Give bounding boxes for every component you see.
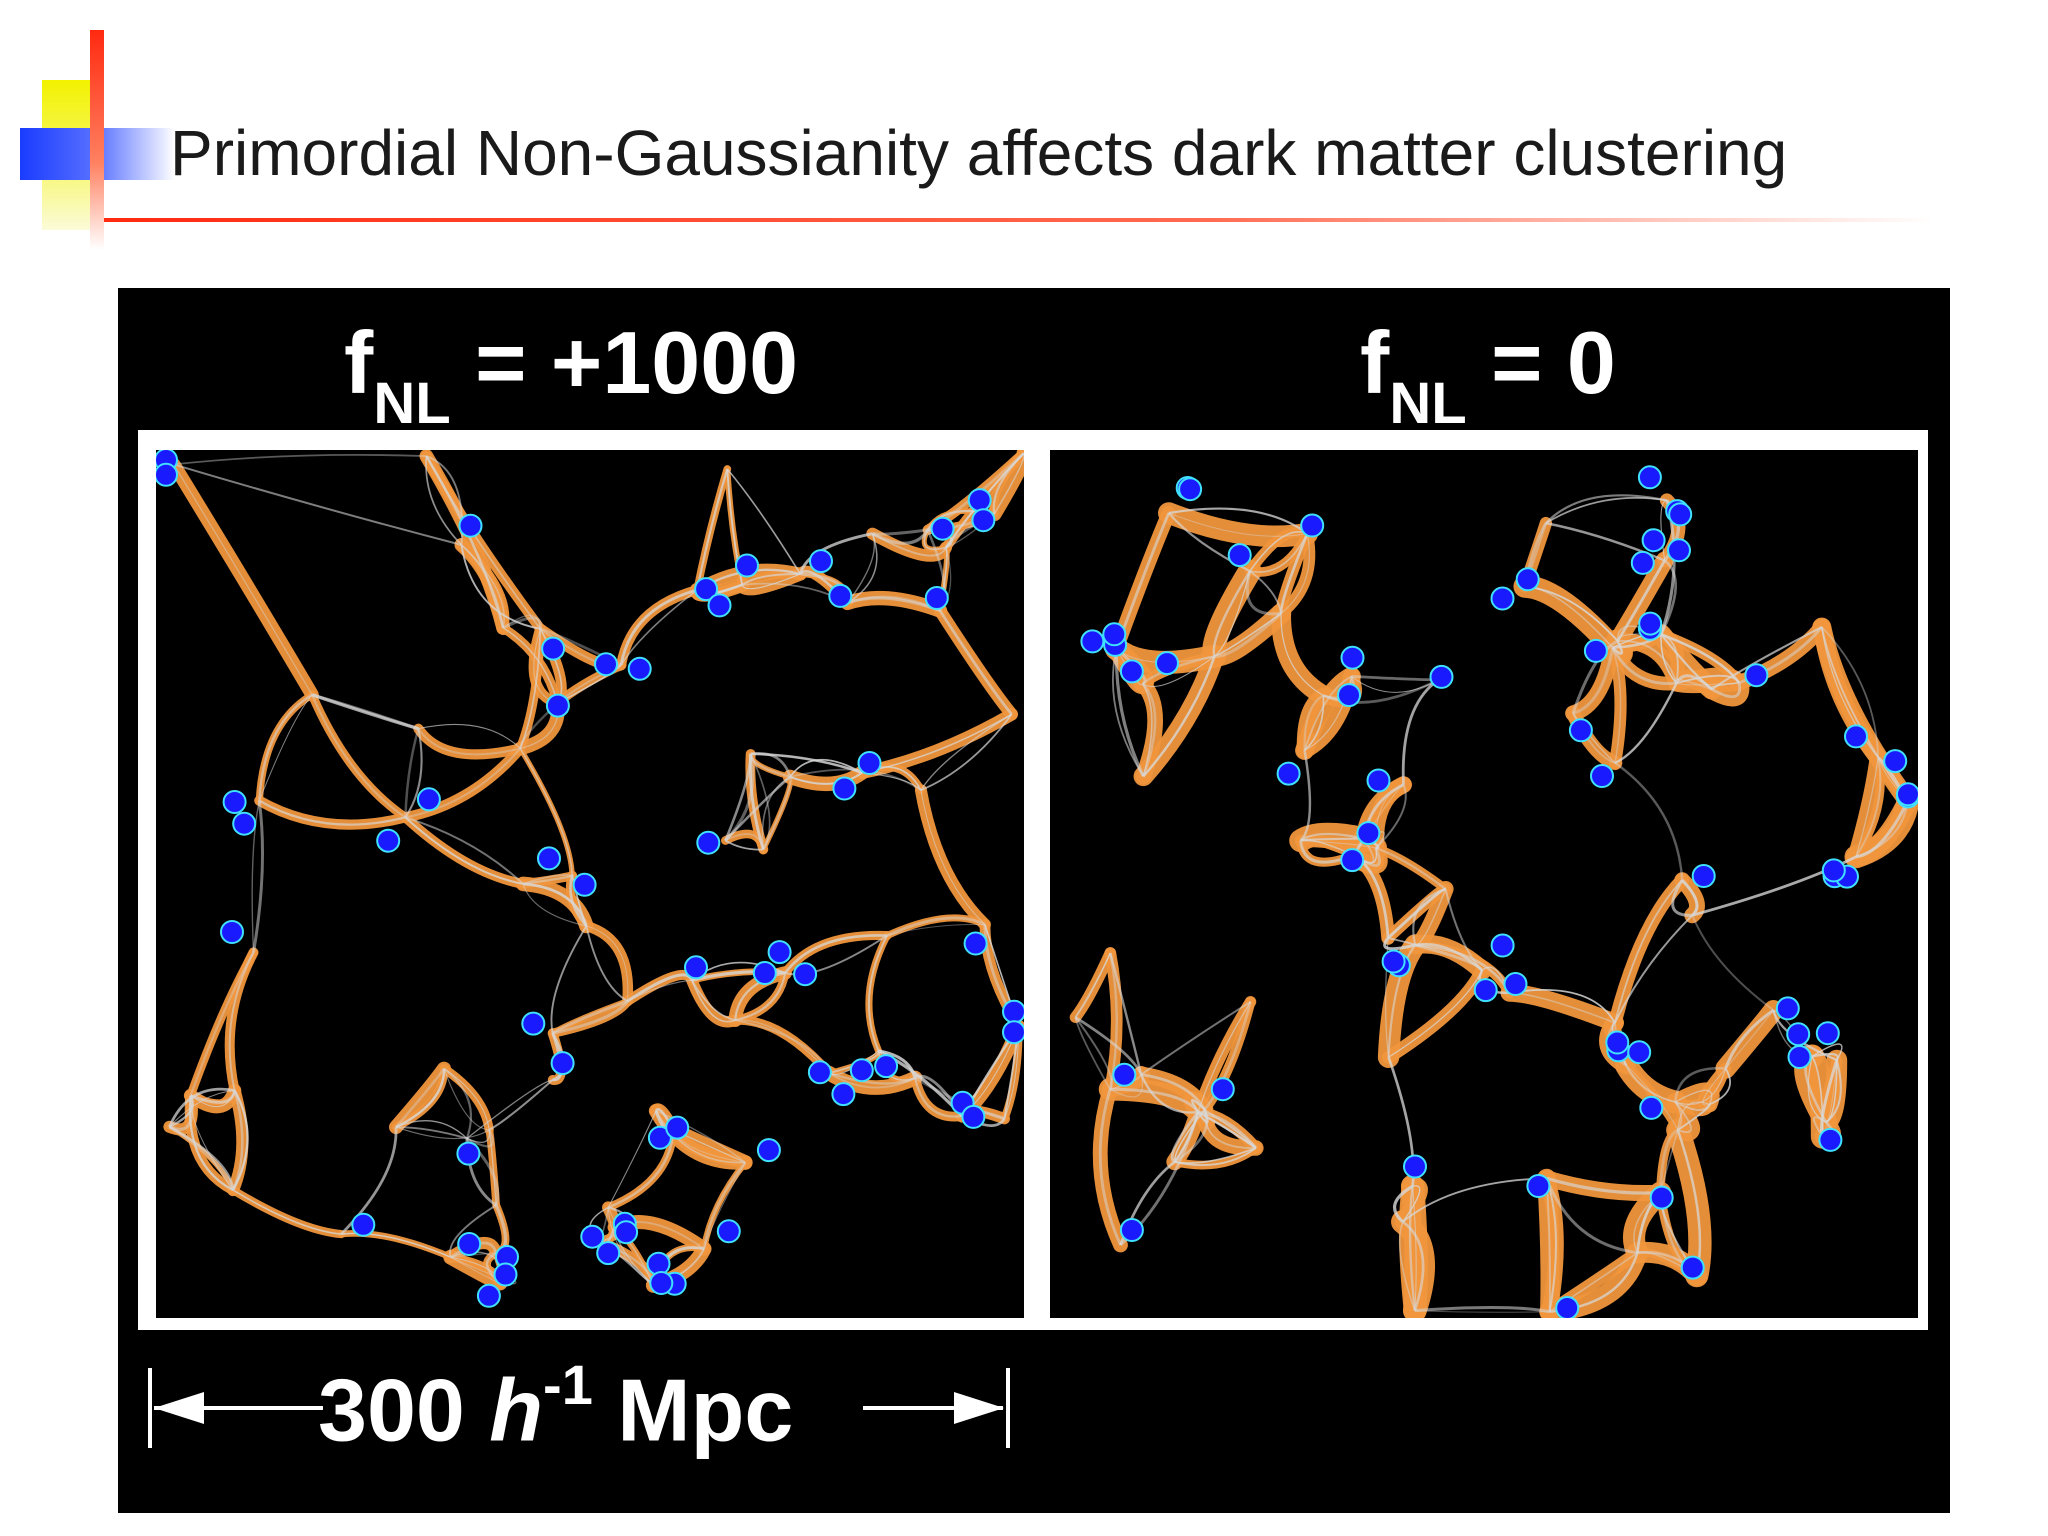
left-simulation-panel — [156, 450, 1024, 1318]
scale-bar-arrows — [148, 1368, 1010, 1448]
decor-red-vertical-line — [90, 30, 104, 250]
right-panel-title: fNL = 0 — [1360, 313, 1616, 436]
scale-bar-label: 300 h-1 Mpc — [318, 1353, 794, 1460]
right-density-map — [1069, 465, 1918, 1318]
right-simulation-panel — [1050, 450, 1918, 1318]
left-panel-title: fNL = +1000 — [344, 313, 799, 436]
left-density-map — [156, 450, 1024, 1308]
simulation-figure: fNL = +1000 fNL = 0 300 h-1 Mpc — [118, 288, 1950, 1513]
slide-title: Primordial Non-Gaussianity affects dark … — [170, 117, 1788, 189]
decor-red-underline — [104, 218, 1934, 222]
